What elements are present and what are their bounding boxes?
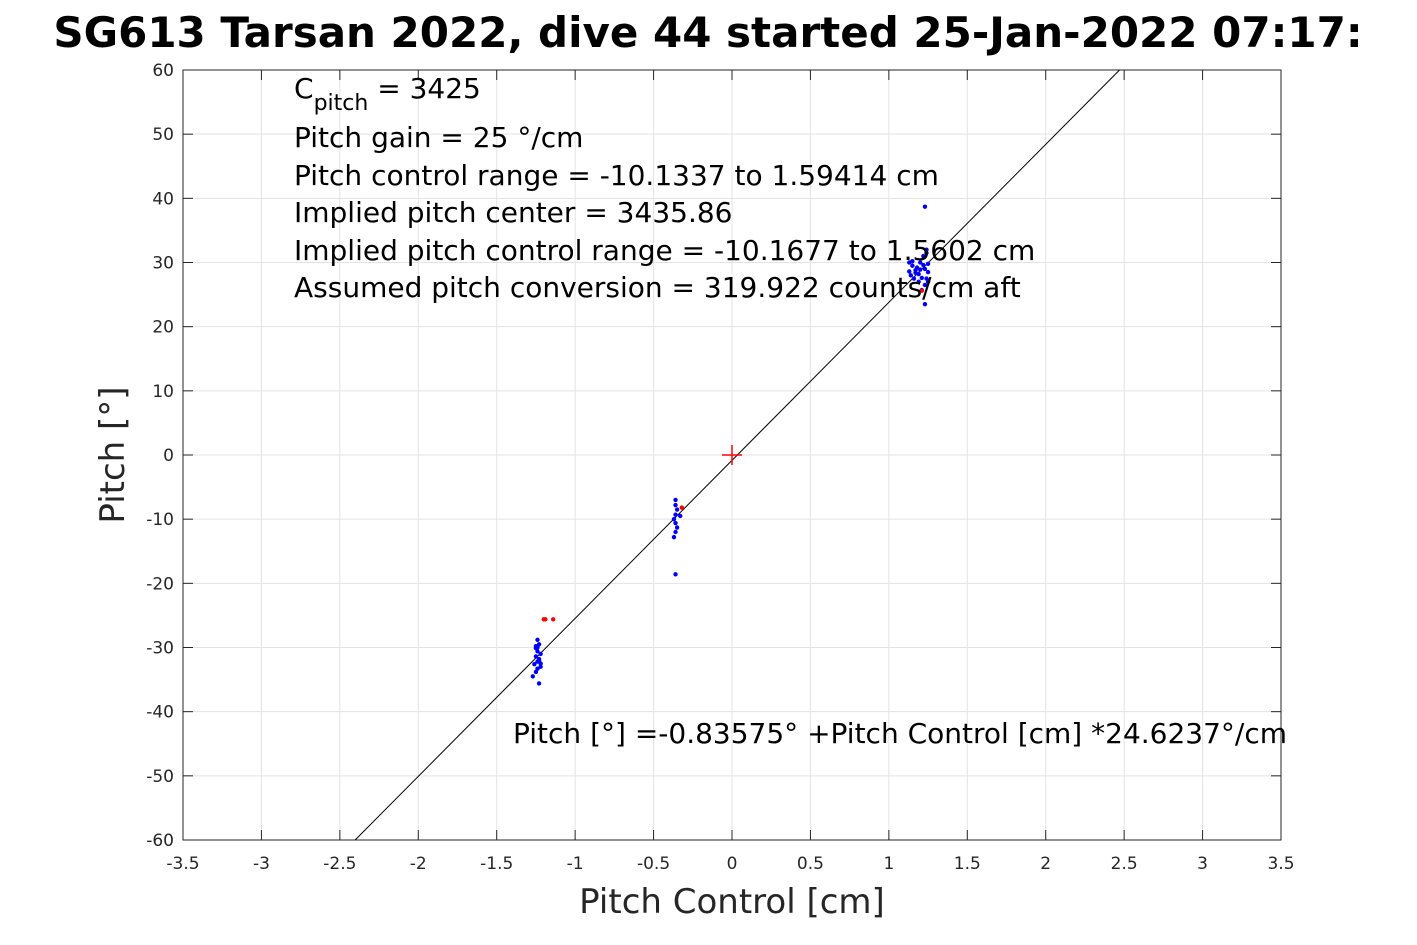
data-point [908, 273, 914, 278]
data-point [673, 529, 678, 535]
data-point [533, 654, 539, 659]
x-tick-label: -2 [410, 854, 427, 874]
x-axis-label: Pitch Control [cm] [579, 882, 885, 922]
data-point [924, 276, 929, 281]
data-point [673, 502, 678, 508]
data-point [543, 617, 548, 622]
data-point [925, 269, 931, 275]
grid [182, 69, 1282, 841]
data-point [673, 520, 678, 526]
y-tick-label: -40 [146, 703, 174, 723]
data-point [925, 261, 931, 266]
data-point [922, 204, 928, 209]
center-marker-group [722, 445, 742, 465]
x-tick-label: 1.5 [954, 854, 981, 874]
x-tick-label: 0 [727, 854, 738, 874]
fit-equation-label: Pitch [°] =-0.83575° +Pitch Control [cm]… [513, 717, 1287, 750]
implied-range-annotation: Implied pitch control range = -10.1677 t… [294, 234, 1035, 267]
data-point [535, 649, 540, 654]
x-tick-label: 3 [1197, 854, 1208, 874]
data-point [530, 674, 535, 679]
data-point [671, 516, 677, 522]
data-point [911, 276, 917, 281]
pitch-control-range-annotation: Pitch control range = -10.1337 to 1.5941… [294, 159, 939, 192]
y-tick-label: -60 [146, 831, 174, 851]
data-point [918, 267, 923, 272]
axis-ticks: -3.5 -3 -2.5 -2 -1.5 -1 -0.5 0 0.5 1 1.5 2 2.5 3 3.5 -6… [146, 61, 1294, 874]
data-point [533, 644, 539, 649]
data-point [673, 497, 678, 503]
data-point [922, 302, 928, 307]
data-point [674, 507, 680, 512]
x-tick-label: 1 [883, 854, 894, 874]
data-point [674, 525, 680, 530]
y-tick-label: 40 [152, 189, 174, 209]
y-tick-label: 50 [152, 125, 174, 145]
x-tick-label: 3.5 [1267, 854, 1294, 874]
x-tick-label: 2.5 [1111, 854, 1138, 874]
y-tick-label: 60 [152, 61, 174, 81]
data-point [673, 512, 678, 517]
x-tick-label: -3.5 [166, 854, 199, 874]
data-point [671, 534, 677, 540]
data-point [918, 260, 923, 265]
data-point [916, 279, 921, 284]
cpitch-subscript: pitch [314, 91, 369, 116]
data-point [922, 266, 928, 272]
data-point [673, 572, 678, 577]
data-point [907, 269, 912, 274]
chart-title: SG613 Tarsan 2022, dive 44 started 25-Ja… [53, 8, 1362, 57]
y-tick-label: -30 [146, 639, 174, 659]
x-tick-label: -3 [253, 854, 270, 874]
x-tick-label: -1.5 [480, 854, 513, 874]
data-point [924, 250, 929, 256]
x-tick-label: -0.5 [637, 854, 670, 874]
cpitch-value: = 3425 [368, 72, 481, 105]
y-tick-label: -10 [146, 510, 174, 530]
implied-pitch-center-annotation: Implied pitch center = 3435.86 [294, 196, 732, 229]
data-point [533, 669, 539, 675]
y-tick-label: -20 [146, 574, 174, 594]
pitch-conversion-annotation: Assumed pitch conversion = 319.922 count… [294, 271, 1021, 304]
y-tick-label: 20 [152, 318, 174, 338]
x-tick-label: 0.5 [797, 854, 824, 874]
y-tick-label: 0 [163, 446, 174, 466]
data-points [530, 204, 931, 686]
data-point [538, 661, 543, 666]
cpitch-annotation: Cpitch = 3425 [294, 72, 481, 116]
data-point [910, 263, 915, 268]
data-point [536, 681, 542, 686]
data-point [538, 651, 543, 657]
data-point [532, 661, 537, 667]
data-point [910, 259, 915, 264]
x-tick-label: -2.5 [323, 854, 356, 874]
data-point [679, 505, 685, 510]
y-tick-label: -50 [146, 767, 174, 787]
cpitch-base: C [294, 72, 314, 105]
data-point [919, 275, 924, 281]
y-tick-label: 30 [152, 254, 174, 274]
x-tick-label: 2 [1040, 854, 1051, 874]
data-point [535, 637, 540, 642]
x-tick-label: -1 [567, 854, 584, 874]
data-point [919, 288, 924, 293]
pitch-gain-annotation: Pitch gain = 25 °/cm [294, 121, 583, 154]
y-tick-label: 10 [152, 382, 174, 402]
data-point [924, 247, 929, 252]
data-point [922, 282, 928, 288]
data-point [678, 513, 683, 519]
y-axis-label: Pitch [°] [93, 386, 133, 523]
data-point [921, 253, 926, 259]
data-point [550, 617, 556, 622]
data-point [921, 262, 926, 268]
data-point [913, 270, 918, 275]
